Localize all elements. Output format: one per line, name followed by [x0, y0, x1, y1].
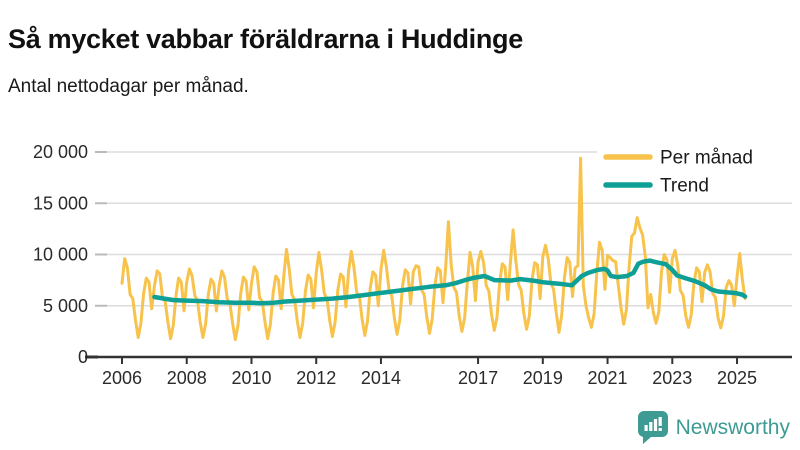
x-axis-label: 2014 — [361, 368, 401, 388]
trend-line — [152, 258, 748, 306]
legend-label-per-month: Per månad — [660, 148, 753, 169]
x-axis-label: 2021 — [588, 368, 628, 388]
x-axis-label: 2019 — [523, 368, 563, 388]
y-axis-label: 0 — [78, 347, 88, 367]
legend-background — [597, 142, 793, 200]
chart-subtitle: Antal nettodagar per månad. — [8, 76, 249, 97]
per-month-line — [120, 156, 747, 342]
y-axis-label: 15 000 — [33, 193, 88, 213]
chart-title: Så mycket vabbar föräldrarna i Huddinge — [8, 24, 523, 55]
x-axis-label: 2010 — [231, 368, 271, 388]
brand-name: Newsworthy — [675, 415, 790, 439]
y-axis-label: 10 000 — [33, 245, 88, 265]
x-axis-label: 2017 — [458, 368, 498, 388]
x-axis-label: 2025 — [717, 368, 757, 388]
legend-label-trend: Trend — [660, 176, 709, 197]
x-axis-label: 2008 — [167, 368, 207, 388]
newsworthy-logo: Newsworthy — [637, 411, 790, 444]
x-axis-label: 2023 — [652, 368, 692, 388]
x-axis-label: 2012 — [296, 368, 336, 388]
newsworthy-badge-icon — [637, 411, 668, 444]
y-axis-label: 20 000 — [33, 142, 88, 162]
x-axis-label: 2006 — [102, 368, 142, 388]
y-axis-label: 5 000 — [43, 296, 88, 316]
